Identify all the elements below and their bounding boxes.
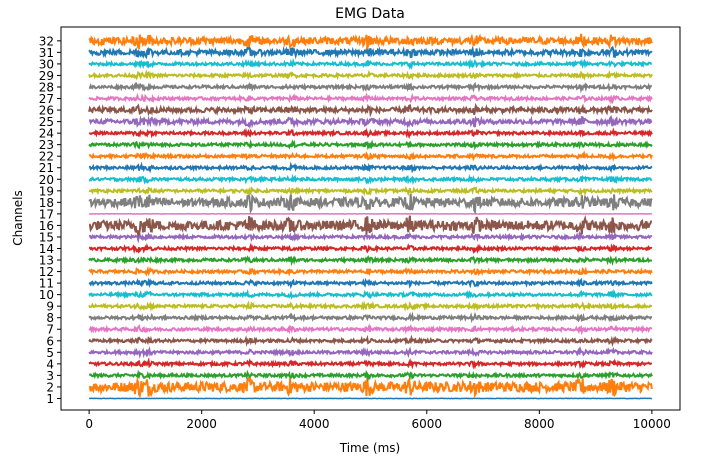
trace-channel-21 [88,161,653,174]
trace-channel-19 [88,185,653,198]
y-tick-label: 1 [46,392,54,406]
trace-channel-18 [88,192,653,215]
y-tick-label: 31 [39,46,54,60]
y-tick-label: 6 [46,334,54,348]
plot-frame [60,26,681,411]
trace-channel-14 [88,242,653,255]
trace-channel-16 [88,214,653,238]
y-tick-label: 26 [39,104,54,118]
y-tick-label: 21 [39,161,54,175]
y-tick-label: 18 [39,196,54,210]
y-tick-label: 7 [46,323,54,337]
trace-channel-2 [88,375,653,399]
x-tick-label: 0 [85,417,93,431]
x-tick-label: 8000 [524,417,555,431]
trace-channel-4 [88,357,653,370]
y-tick-label: 27 [39,92,54,106]
trace-channel-31 [88,45,653,60]
trace-channel-27 [88,92,653,105]
x-tick-label: 4000 [299,417,330,431]
trace-channel-20 [88,173,653,186]
trace-channel-13 [88,255,653,267]
y-tick-label: 32 [39,34,54,48]
trace-channel-12 [88,265,653,277]
trace-channel-25 [88,115,653,130]
y-tick-label: 15 [39,230,54,244]
trace-channel-24 [88,127,653,140]
trace-channel-22 [88,150,653,162]
trace-channel-7 [88,323,653,336]
y-tick-label: 25 [39,115,54,129]
chart-title: EMG Data [335,6,405,22]
y-axis: 1234567891011121314151617181920212223242… [39,34,61,406]
x-axis: 0 2000 4000 6000 8000 10000 [85,410,671,431]
trace-channel-29 [88,69,653,81]
x-axis-label: Time (ms) [339,441,401,455]
x-tick-label: 2000 [186,417,217,431]
trace-channel-32 [88,33,653,51]
y-tick-label: 4 [46,357,54,371]
y-tick-label: 9 [46,300,54,314]
y-tick-label: 28 [39,80,54,94]
traces-group [88,33,653,400]
y-axis-label: Channels [11,190,25,246]
y-tick-label: 10 [39,288,54,302]
y-tick-label: 17 [39,207,54,221]
trace-channel-26 [88,102,653,118]
x-tick-label: 10000 [633,417,671,431]
trace-channel-3 [88,369,653,382]
y-tick-label: 30 [39,57,54,71]
y-tick-label: 16 [39,219,54,233]
y-tick-label: 19 [39,184,54,198]
y-tick-label: 23 [39,138,54,152]
y-tick-label: 11 [39,277,54,291]
y-tick-label: 24 [39,127,54,141]
y-tick-label: 8 [46,311,54,325]
trace-channel-10 [88,288,653,300]
y-tick-label: 13 [39,254,54,268]
trace-channel-23 [88,139,653,151]
y-tick-label: 5 [46,346,54,360]
y-tick-label: 3 [46,369,54,383]
trace-channel-6 [88,334,653,348]
y-tick-label: 22 [39,150,54,164]
trace-channel-11 [88,277,653,290]
y-tick-label: 20 [39,173,54,187]
x-tick-label: 6000 [411,417,442,431]
trace-channel-5 [88,345,653,360]
y-tick-label: 12 [39,265,54,279]
trace-channel-28 [88,81,653,94]
trace-channel-9 [88,300,653,313]
trace-channel-15 [88,230,653,244]
trace-channel-8 [88,311,652,324]
y-tick-label: 2 [46,380,54,394]
trace-channel-30 [88,57,653,70]
y-tick-label: 29 [39,69,54,83]
y-tick-label: 14 [39,242,54,256]
